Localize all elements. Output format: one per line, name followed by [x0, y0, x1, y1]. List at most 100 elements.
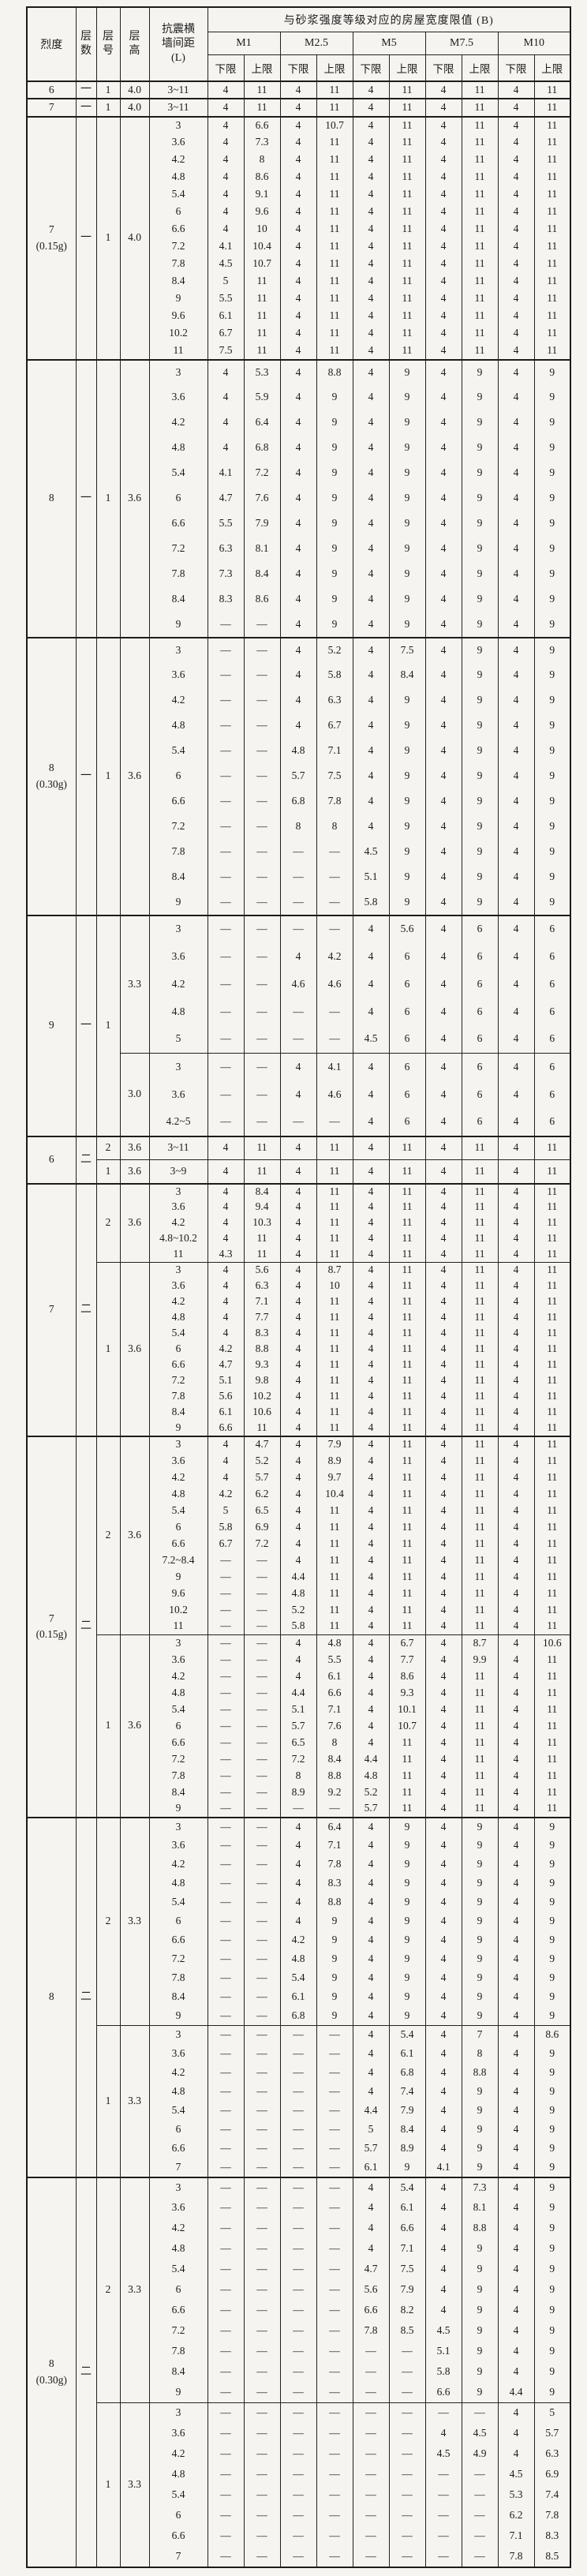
limit-cell: 6 — [533, 998, 571, 1026]
limit-cell: 5.8 — [352, 889, 390, 915]
limit-cell: 11 — [316, 80, 353, 99]
limit-cell: — — [316, 2025, 353, 2045]
wall-spacing-cell: 8.4 — [148, 864, 208, 890]
limit-cell: 4 — [497, 272, 535, 290]
limit-cell: 4 — [424, 561, 462, 587]
table-row: 6— — — —5.6 7.9 4 9 4 9 — [27, 2279, 571, 2301]
limit-cell: — — [352, 2484, 390, 2506]
limit-cell: 6.1 — [279, 1987, 317, 2007]
limit-cell: 6 — [461, 942, 499, 971]
limit-cell: 11 — [316, 238, 353, 256]
limit-cell: 4 — [424, 1246, 462, 1263]
table-row: 4.8— —4 8.3 4 9 4 9 4 9 — [27, 1874, 571, 1893]
limit-cell: 8.8 — [461, 2218, 499, 2239]
limit-cell: 4 — [497, 220, 535, 238]
limit-cell: 4 — [497, 2402, 535, 2424]
limit-cell: — — [207, 1651, 245, 1668]
limit-cell: — — [243, 2320, 281, 2342]
limit-cell: 7.8 — [316, 788, 353, 814]
limit-cell: — — [243, 687, 281, 713]
limit-cell: 11 — [533, 1518, 571, 1536]
limit-cell: 11 — [461, 203, 499, 221]
wall-spacing-cell: 6 — [148, 2505, 208, 2526]
limit-cell: 4 — [424, 1893, 462, 1912]
limit-cell: 11 — [533, 307, 571, 325]
limit-cell: 9.3 — [243, 1357, 281, 1373]
limit-cell: 4 — [497, 1552, 535, 1569]
limit-cell: 4.5 — [424, 2320, 462, 2342]
table-row: 6 一 1 4.0 3~11 4 11 4 11 4 11 4 11 4 11 — [26, 80, 571, 99]
limit-cell: 11 — [461, 1435, 499, 1453]
limit-cell: 11 — [533, 1388, 571, 1405]
limit-cell: 4 — [424, 1568, 462, 1586]
table-row: 4.2 4 10.3 4 11 4 11 4 11 4 11 — [27, 1215, 571, 1231]
limit-cell: 11 — [461, 1568, 499, 1586]
limit-cell: 7.3 — [461, 2176, 499, 2198]
table-row: 11 4.3 11 4 11 4 11 4 11 4 11 — [27, 1246, 571, 1263]
limit-cell: 9 — [388, 1949, 426, 1969]
limit-cell: 4 — [352, 1159, 390, 1184]
limit-cell: 7.2 — [243, 460, 281, 486]
limit-cell: 11 — [388, 1420, 426, 1436]
limit-cell: — — [388, 2484, 426, 2506]
limit-cell: 11 — [388, 1135, 426, 1160]
limit-cell: 4 — [279, 1518, 317, 1536]
wall-spacing-cell: 3.6 — [148, 1452, 208, 1470]
limit-cell: 9 — [388, 687, 426, 713]
limit-cell: 4 — [497, 2082, 535, 2102]
wall-spacing-cell: 5.4 — [148, 738, 208, 764]
limit-cell: 4 — [424, 970, 462, 998]
limit-cell: 4.2 — [279, 1930, 317, 1950]
table-row: 6 二 2 3.6 3~11 4 11 4 11 4 11 4 11 4 11 — [26, 1135, 571, 1184]
limit-cell: — — [316, 864, 353, 890]
limit-cell: 4 — [424, 1784, 462, 1801]
limit-cell: 11 — [388, 1485, 426, 1503]
limit-cell: 11 — [533, 1294, 571, 1310]
limit-cell: — — [316, 2546, 353, 2567]
table-row: 4.8— — — —4 7.1 4 9 4 9 — [27, 2238, 571, 2260]
limit-cell: 4 — [497, 998, 535, 1026]
limit-cell: 4 — [279, 133, 317, 152]
limit-cell: 11 — [461, 1182, 499, 1200]
limit-cell: — — [243, 1668, 281, 1685]
limit-cell: 11 — [533, 1485, 571, 1503]
limit-cell: — — [243, 2464, 281, 2485]
table-row: 9— —4.4 11 4 11 4 11 4 11 — [27, 1568, 571, 1586]
limit-cell: 9 — [533, 410, 571, 436]
story-no-cell: 1 — [95, 1262, 121, 1436]
limit-cell: 4.4 — [352, 2101, 390, 2121]
limit-cell: 9 — [461, 738, 499, 764]
limit-cell: 11 — [388, 1784, 426, 1801]
limit-cell: 4 — [279, 384, 317, 410]
intensity-cell: 8 — [26, 358, 77, 638]
limit-cell: 9 — [533, 889, 571, 915]
wall-spacing-cell: 6.6 — [148, 1734, 208, 1751]
limit-cell: 4 — [352, 1182, 390, 1200]
limit-cell: 4 — [424, 2423, 462, 2444]
limit-cell: 4 — [279, 115, 317, 134]
limit-cell: 5.8 — [279, 1618, 317, 1635]
limit-cell: 4 — [424, 1159, 462, 1184]
limit-cell: — — [279, 2320, 317, 2342]
limit-cell: 11 — [316, 1246, 353, 1263]
limit-cell: — — [207, 2525, 245, 2547]
limit-cell: 4 — [424, 2120, 462, 2140]
limit-cell: — — [461, 2402, 499, 2424]
limit-cell: 11 — [533, 290, 571, 308]
table-row: 4.2— — — — — —4.5 4.9 4 6.3 — [27, 2443, 571, 2465]
limit-cell: 6 — [461, 1025, 499, 1054]
table-row: 3.6 4 6.3 4 10 4 11 4 11 4 11 — [27, 1278, 571, 1294]
limit-cell: — — [207, 2158, 245, 2177]
limit-cell: 4 — [497, 1874, 535, 1893]
limit-cell: 4 — [279, 561, 317, 587]
table-row: 7.8 5.6 10.2 4 11 4 11 4 11 4 11 — [27, 1388, 571, 1405]
wall-spacing-cell: 4.8 — [148, 1874, 208, 1893]
limit-cell: — — [243, 2525, 281, 2547]
limit-cell: 4 — [497, 1502, 535, 1519]
limit-cell: 4 — [279, 460, 317, 486]
limit-cell: 4 — [497, 1262, 535, 1279]
limit-cell: 4 — [352, 2082, 390, 2102]
limit-cell: 9 — [388, 1930, 426, 1950]
limit-cell: 4 — [279, 324, 317, 343]
table-row: 3.6 4 5.9 4 9 4 9 4 9 4 9 — [27, 384, 571, 410]
